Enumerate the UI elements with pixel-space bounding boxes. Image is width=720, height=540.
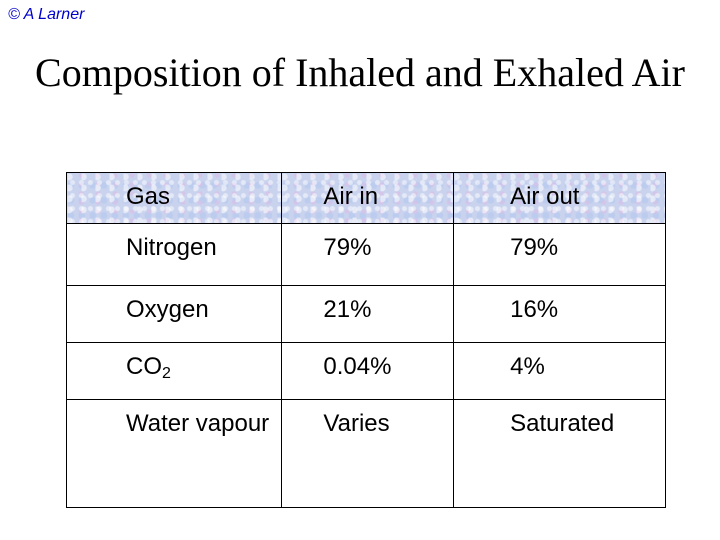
cell-gas: Oxygen — [65, 285, 283, 343]
cell-air-out: 16% — [453, 285, 666, 343]
cell-gas: Nitrogen — [65, 223, 283, 286]
gas-name: Oxygen — [126, 296, 209, 323]
table-header-row: Gas Air in Air out — [65, 172, 666, 224]
table-row: CO2 0.04% 4% — [65, 342, 666, 400]
gas-name: Water vapour — [126, 410, 270, 437]
copyright-notice: © A Larner — [8, 6, 85, 23]
cell-gas: CO2 — [65, 342, 283, 400]
header-gas: Gas — [65, 172, 283, 224]
cell-air-in: 21% — [281, 285, 455, 343]
cell-air-out: Saturated — [453, 399, 666, 508]
slide-title: Composition of Inhaled and Exhaled Air — [35, 50, 685, 95]
cell-air-out: 79% — [453, 223, 666, 286]
cell-gas: Water vapour — [65, 399, 283, 508]
header-air-out: Air out — [453, 172, 666, 224]
cell-air-in: Varies — [281, 399, 455, 508]
cell-air-out: 4% — [453, 342, 666, 400]
gas-name: CO — [126, 353, 162, 380]
table-row: Oxygen 21% 16% — [65, 285, 666, 343]
table-row: Water vapour Varies Saturated — [65, 399, 666, 508]
table-row: Nitrogen 79% 79% — [65, 223, 666, 286]
gas-composition-table: Gas Air in Air out Nitrogen 79% 79% Oxyg… — [65, 172, 666, 508]
cell-air-in: 0.04% — [281, 342, 455, 400]
cell-air-in: 79% — [281, 223, 455, 286]
gas-subscript: 2 — [162, 365, 171, 382]
gas-name: Nitrogen — [126, 234, 217, 261]
header-air-in: Air in — [281, 172, 455, 224]
